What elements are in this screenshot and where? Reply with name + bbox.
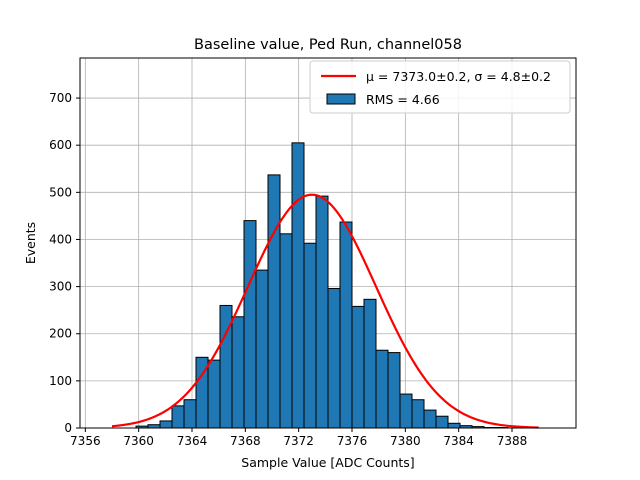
histogram-bar [243,220,257,429]
histogram-bar [351,305,365,429]
x-tick-label: 7380 [390,434,421,448]
x-axis-label: Sample Value [ADC Counts] [241,455,414,470]
histogram-bar [435,415,449,429]
histogram-bar [303,242,317,429]
histogram-bar [387,352,401,429]
chart-title: Baseline value, Ped Run, channel058 [194,37,462,53]
histogram-bar [255,269,269,429]
histogram-bar [207,359,221,429]
legend-box [309,60,571,114]
histogram-bar [447,422,461,429]
histogram-bar [363,298,377,429]
legend: μ = 7373.0±0.2, σ = 4.8±0.2 RMS = 4.66 [309,60,571,114]
histogram-bar [279,233,293,429]
y-tick-label: 500 [49,185,72,199]
x-tick-label: 7376 [337,434,368,448]
histogram-bar [171,405,185,429]
y-tick-label: 600 [49,138,72,152]
histogram-bar [411,399,425,429]
y-tick-label: 200 [49,327,72,341]
legend-histogram-swatch [326,93,356,105]
x-tick-label: 7356 [70,434,101,448]
histogram-bars [135,142,509,429]
y-axis-label: Events [23,222,38,264]
y-tick-label: 700 [49,91,72,105]
y-tick-label: 0 [64,421,72,435]
histogram-bar [327,287,341,429]
histogram-bar [267,174,281,429]
x-tick-label: 7388 [497,434,528,448]
y-tick-label: 400 [49,232,72,246]
histogram-bar [231,316,245,429]
legend-fit-label: μ = 7373.0±0.2, σ = 4.8±0.2 [366,69,551,84]
x-tick-label: 7364 [177,434,208,448]
y-tick-label: 300 [49,280,72,294]
x-tick-label: 7368 [230,434,261,448]
y-tick-label: 100 [49,374,72,388]
histogram-bar [183,399,197,429]
histogram-bar [375,349,389,429]
histogram-bar [339,221,353,429]
x-tick-label: 7360 [123,434,154,448]
x-axis-ticks: 7356 7360 7364 7368 7372 7376 7380 7384 7388 [70,428,527,448]
histogram-bar [159,420,173,429]
x-tick-label: 7372 [283,434,314,448]
fit-curve [111,193,539,429]
legend-histogram-label: RMS = 4.66 [366,92,440,107]
histogram-bar [315,195,329,429]
histogram-bar [423,409,437,429]
x-tick-label: 7384 [443,434,474,448]
histogram-bar [291,142,305,429]
histogram-bar [399,393,413,429]
y-axis-ticks: 0 100 200 300 400 500 600 700 [49,91,80,435]
plot-frame [79,57,577,429]
